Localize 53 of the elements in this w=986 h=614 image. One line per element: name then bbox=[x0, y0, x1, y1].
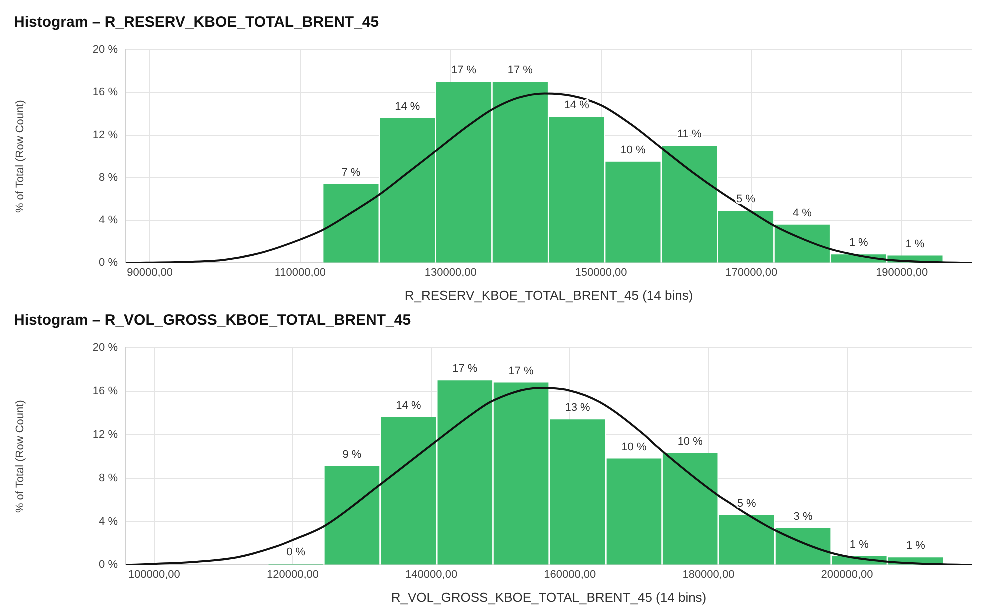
x-tick-label: 130000,00 bbox=[424, 266, 477, 279]
data-label: 4 % bbox=[792, 207, 812, 220]
data-label: 17 % bbox=[508, 365, 534, 378]
x-tick-label: 110000,00 bbox=[274, 266, 326, 279]
y-tick-label: 12 % bbox=[92, 129, 118, 142]
data-label: 1 % bbox=[849, 237, 869, 250]
x-axis-title: R_VOL_GROSS_KBOE_TOTAL_BRENT_45 (14 bins) bbox=[391, 590, 707, 605]
data-label: 13 % bbox=[565, 402, 591, 414]
y-tick-label: 20 % bbox=[92, 44, 118, 56]
y-tick-label: 16 % bbox=[92, 86, 118, 99]
y-tick-label: 0 % bbox=[99, 559, 118, 572]
y-tick-label: 12 % bbox=[92, 428, 118, 441]
y-tick-label: 8 % bbox=[99, 472, 118, 484]
data-label: 3 % bbox=[794, 510, 813, 523]
y-tick-label: 4 % bbox=[99, 516, 118, 528]
x-axis-title: R_RESERV_KBOE_TOTAL_BRENT_45 (14 bins) bbox=[404, 288, 694, 303]
y-tick-label: 20 % bbox=[92, 342, 118, 354]
data-label: 1 % bbox=[906, 540, 926, 552]
x-tick-label: 140000,00 bbox=[406, 568, 458, 581]
data-label: 14 % bbox=[396, 400, 422, 412]
data-label: 1 % bbox=[906, 238, 925, 250]
y-tick-label: 4 % bbox=[99, 214, 118, 227]
data-label: 9 % bbox=[342, 448, 362, 461]
y-tick-label: 0 % bbox=[99, 257, 118, 270]
x-tick-label: 200000,00 bbox=[821, 568, 874, 581]
data-label: 1 % bbox=[850, 539, 870, 552]
data-label: 0 % bbox=[286, 546, 306, 559]
x-tick-label: 160000,00 bbox=[544, 568, 596, 581]
x-tick-label: 170000,00 bbox=[726, 266, 778, 279]
data-label: 5 % bbox=[736, 193, 756, 206]
data-label: 10 % bbox=[622, 441, 647, 454]
data-label: 10 % bbox=[620, 144, 646, 156]
chart-title: Histogram – R_VOL_GROSS_KBOE_TOTAL_BRENT_45 bbox=[14, 312, 412, 330]
chart-title: Histogram – R_RESERV_KBOE_TOTAL_BRENT_45 bbox=[14, 14, 380, 32]
x-tick-label: 150000,00 bbox=[575, 266, 628, 279]
y-tick-label: 16 % bbox=[92, 385, 118, 398]
data-label: 17 % bbox=[451, 64, 477, 77]
data-label: 10 % bbox=[678, 436, 704, 448]
y-tick-label: 8 % bbox=[99, 172, 118, 184]
data-label: 17 % bbox=[508, 64, 534, 77]
x-tick-label: 90000,00 bbox=[127, 266, 174, 279]
data-label: 5 % bbox=[737, 498, 757, 510]
data-label: 14 % bbox=[564, 100, 590, 112]
data-label: 11 % bbox=[677, 128, 702, 140]
x-tick-label: 190000,00 bbox=[876, 266, 928, 279]
x-tick-label: 120000,00 bbox=[266, 568, 319, 581]
data-label: 14 % bbox=[395, 100, 420, 113]
data-label: 7 % bbox=[342, 166, 361, 179]
y-axis-title: % of Total (Row Count) bbox=[14, 100, 27, 214]
data-label: 17 % bbox=[452, 363, 478, 376]
x-tick-label: 180000,00 bbox=[682, 568, 735, 581]
x-tick-label: 100000,00 bbox=[128, 568, 180, 581]
y-axis-title: % of Total (Row Count) bbox=[14, 400, 27, 514]
